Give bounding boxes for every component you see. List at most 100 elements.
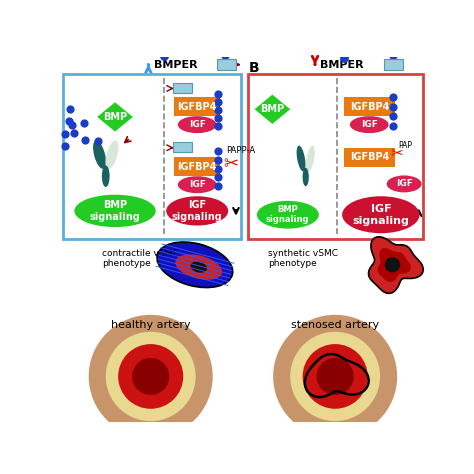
Text: PAPP-A: PAPP-A <box>226 146 255 155</box>
Point <box>374 37 382 45</box>
Ellipse shape <box>93 140 106 169</box>
Circle shape <box>118 344 183 409</box>
Circle shape <box>132 358 169 395</box>
Ellipse shape <box>191 262 207 273</box>
Point <box>200 32 208 40</box>
Ellipse shape <box>257 201 319 228</box>
Text: stenosed artery: stenosed artery <box>291 320 379 330</box>
Text: BMP
signaling: BMP signaling <box>266 205 310 224</box>
Circle shape <box>385 257 400 273</box>
Point <box>389 113 396 120</box>
Text: IGF: IGF <box>189 180 206 189</box>
Point <box>214 106 222 114</box>
Point <box>390 51 397 58</box>
Text: IGF
signaling: IGF signaling <box>353 204 410 226</box>
Point <box>69 121 76 129</box>
Point <box>209 36 217 44</box>
Point <box>221 51 229 58</box>
Ellipse shape <box>342 196 419 233</box>
Text: IGF
signaling: IGF signaling <box>172 200 223 222</box>
FancyBboxPatch shape <box>384 59 402 70</box>
Point <box>165 44 173 51</box>
Point <box>214 98 222 106</box>
FancyBboxPatch shape <box>345 148 395 167</box>
Circle shape <box>273 315 397 438</box>
Ellipse shape <box>302 168 309 186</box>
Ellipse shape <box>387 175 421 192</box>
Point <box>80 119 88 127</box>
Text: synthetic vSMC
phenotype: synthetic vSMC phenotype <box>268 249 338 268</box>
Point <box>224 60 231 68</box>
Text: BMPER: BMPER <box>154 60 198 70</box>
Circle shape <box>302 344 368 409</box>
Point <box>65 118 73 125</box>
Text: ✂: ✂ <box>224 155 239 173</box>
Ellipse shape <box>178 116 217 133</box>
Text: ✂: ✂ <box>391 146 403 161</box>
FancyBboxPatch shape <box>174 157 220 176</box>
Text: contractile vSMC
phenotype: contractile vSMC phenotype <box>102 249 179 268</box>
Point <box>214 114 222 122</box>
Ellipse shape <box>297 146 306 172</box>
Point <box>191 31 198 38</box>
Text: IGF: IGF <box>189 120 206 129</box>
Text: IGFBP4: IGFBP4 <box>350 152 389 163</box>
Point <box>214 182 222 190</box>
Ellipse shape <box>106 140 118 169</box>
FancyBboxPatch shape <box>345 97 395 116</box>
Polygon shape <box>378 248 411 282</box>
Point <box>214 165 222 173</box>
Polygon shape <box>368 237 423 293</box>
Point <box>71 129 78 137</box>
Point <box>161 52 168 60</box>
Ellipse shape <box>306 146 315 172</box>
Ellipse shape <box>166 196 228 226</box>
Ellipse shape <box>175 255 222 280</box>
Point <box>61 130 69 138</box>
Point <box>61 142 69 150</box>
FancyBboxPatch shape <box>174 97 220 116</box>
Text: IGF: IGF <box>361 120 378 129</box>
Circle shape <box>89 315 213 438</box>
Polygon shape <box>255 95 290 124</box>
Ellipse shape <box>178 176 217 193</box>
Point <box>389 93 396 100</box>
FancyBboxPatch shape <box>173 83 192 93</box>
Point <box>214 90 222 98</box>
Point <box>94 137 101 145</box>
Ellipse shape <box>74 195 156 227</box>
Text: BMPER: BMPER <box>320 60 364 70</box>
Point <box>214 156 222 164</box>
Point <box>181 32 189 40</box>
Point <box>214 122 222 130</box>
Point <box>172 37 180 45</box>
Text: IGFBP4: IGFBP4 <box>350 101 389 111</box>
Point <box>354 39 361 46</box>
Point <box>214 173 222 181</box>
Point <box>346 45 353 53</box>
Circle shape <box>106 332 196 421</box>
Point <box>216 43 224 50</box>
Text: PAP: PAP <box>398 141 412 150</box>
Text: IGFBP4: IGFBP4 <box>177 162 217 172</box>
Circle shape <box>290 332 380 421</box>
Ellipse shape <box>350 116 389 133</box>
Ellipse shape <box>102 165 109 187</box>
Text: healthy artery: healthy artery <box>111 320 191 330</box>
Point <box>383 43 391 50</box>
Ellipse shape <box>157 242 233 288</box>
Text: B: B <box>248 61 259 75</box>
Point <box>364 36 371 44</box>
Point <box>392 61 400 68</box>
Circle shape <box>317 358 354 395</box>
Point <box>340 54 347 62</box>
FancyBboxPatch shape <box>218 59 236 70</box>
Text: BMP: BMP <box>260 104 284 114</box>
Text: BMP
signaling: BMP signaling <box>90 200 140 222</box>
FancyBboxPatch shape <box>173 142 192 152</box>
Point <box>214 147 222 155</box>
Point <box>389 103 396 110</box>
Point <box>81 137 89 144</box>
Point <box>66 105 74 112</box>
Polygon shape <box>97 102 133 132</box>
